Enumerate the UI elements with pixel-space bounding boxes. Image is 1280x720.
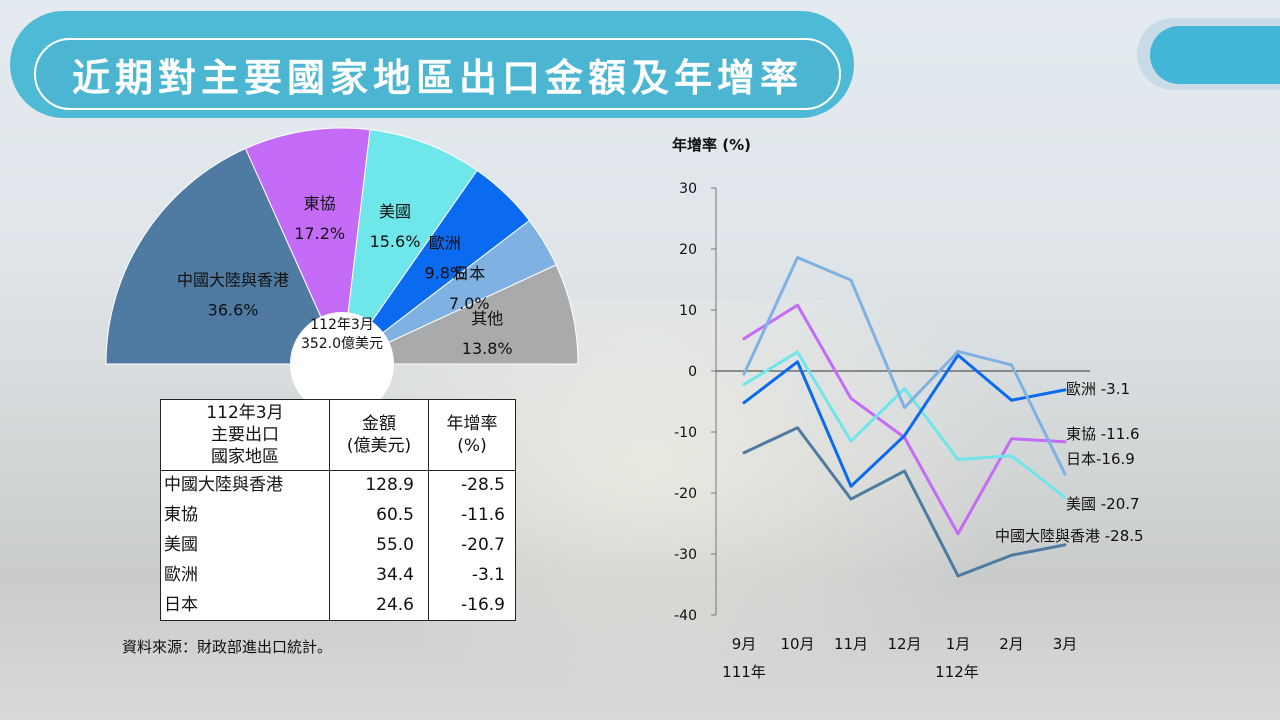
series-line (742, 350, 1067, 499)
y-tick-label: 30 (679, 181, 697, 197)
cell-region: 東協 (160, 500, 330, 531)
table-row: 歐洲 34.4 -3.1 (160, 560, 516, 591)
cell-region: 中國大陸與香港 (160, 470, 330, 501)
series-end-label: 日本-16.9 (1066, 450, 1135, 468)
cell-amount: 24.6 (329, 590, 429, 621)
pie-slice-label: 中國大陸與香港 (177, 270, 289, 289)
y-tick-label: -20 (674, 486, 697, 502)
series-end-label: 美國 -20.7 (1066, 495, 1140, 513)
corner-decoration-inner (1150, 26, 1280, 84)
page-title: 近期對主要國家地區出口金額及年增率 (71, 55, 803, 100)
x-tick-label: 1月 (946, 635, 971, 653)
cell-growth: -20.7 (461, 534, 505, 555)
pie-slice-percent: 17.2% (294, 224, 345, 243)
pie-slice-label: 日本 (453, 264, 485, 283)
pie-slice-percent: 9.8% (424, 264, 465, 283)
x-tick-label: 2月 (999, 635, 1024, 653)
export-table: 112年3月 主要出口 國家地區 金額 (億美元) 年增率 (%) 中國大陸與香… (160, 399, 516, 621)
pie-center-label-period: 112年3月 (310, 317, 374, 333)
cell-growth: -3.1 (471, 564, 505, 585)
pie-slice-percent: 13.8% (462, 339, 513, 358)
cell-region: 日本 (160, 590, 330, 621)
y-tick-label: 20 (679, 242, 697, 258)
pie-slice (341, 129, 478, 365)
pie-slice (105, 147, 343, 365)
series-end-label: 歐洲 -3.1 (1066, 380, 1130, 398)
pie-slice-percent: 15.6% (370, 232, 421, 251)
y-tick-label: -10 (674, 425, 697, 441)
pie-center-hole (290, 312, 394, 416)
y-tick-label: 0 (688, 364, 697, 380)
table-row: 中國大陸與香港 128.9 -28.5 (160, 470, 516, 501)
series-line (742, 353, 1067, 488)
year-label-112: 112年 (935, 663, 979, 681)
x-tick-label: 9月 (732, 635, 757, 653)
cell-growth: -11.6 (461, 505, 505, 526)
pie-slice-label: 東協 (304, 194, 336, 213)
series-end-label: 東協 -11.6 (1066, 425, 1140, 443)
x-tick-label: 3月 (1053, 635, 1078, 653)
header-region: 112年3月 主要出口 國家地區 (160, 399, 330, 471)
header-growth: 年增率 (%) (428, 399, 516, 471)
cell-growth: -28.5 (461, 475, 505, 496)
table-header-row: 112年3月 主要出口 國家地區 金額 (億美元) 年增率 (%) (160, 399, 516, 471)
series-line (742, 303, 1067, 536)
table-row: 美國 55.0 -20.7 (160, 530, 516, 561)
x-tick-label: 12月 (887, 635, 921, 653)
pie-slice (244, 127, 371, 366)
pie-slice-label: 美國 (379, 202, 411, 221)
table-row: 日本 24.6 -16.9 (160, 590, 516, 621)
cell-growth: -16.9 (461, 594, 505, 615)
title-frame: 近期對主要國家地區出口金額及年增率 (34, 38, 841, 110)
series-end-label: 中國大陸與香港 -28.5 (995, 527, 1144, 545)
title-banner: 近期對主要國家地區出口金額及年增率 (10, 11, 854, 118)
pie-slice (341, 264, 579, 365)
x-tick-label: 11月 (834, 635, 868, 653)
source-note: 資料來源：財政部進出口統計。 (122, 638, 333, 656)
cell-region: 歐洲 (160, 560, 330, 591)
y-tick-label: -30 (674, 547, 697, 563)
cell-amount: 34.4 (329, 560, 429, 591)
y-tick-label: 10 (679, 303, 697, 319)
series-line (742, 426, 1067, 578)
pie-slice-percent: 36.6% (208, 300, 259, 319)
x-tick-label: 10月 (780, 635, 814, 653)
y-tick-label: -40 (674, 608, 697, 624)
pie-center-label-total: 352.0億美元 (301, 336, 383, 352)
pie-slice-percent: 7.0% (449, 294, 490, 313)
header-amount: 金額 (億美元) (329, 399, 429, 471)
pie-slice-label: 歐洲 (429, 234, 461, 253)
y-axis-title: 年增率 (%) (672, 136, 751, 154)
year-label-111: 111年 (722, 663, 766, 681)
pie-slice-label: 其他 (471, 309, 503, 328)
cell-amount: 128.9 (329, 470, 429, 501)
cell-amount: 55.0 (329, 530, 429, 561)
cell-region: 美國 (160, 530, 330, 561)
series-line (742, 256, 1067, 476)
table-row: 東協 60.5 -11.6 (160, 500, 516, 531)
cell-amount: 60.5 (329, 500, 429, 531)
